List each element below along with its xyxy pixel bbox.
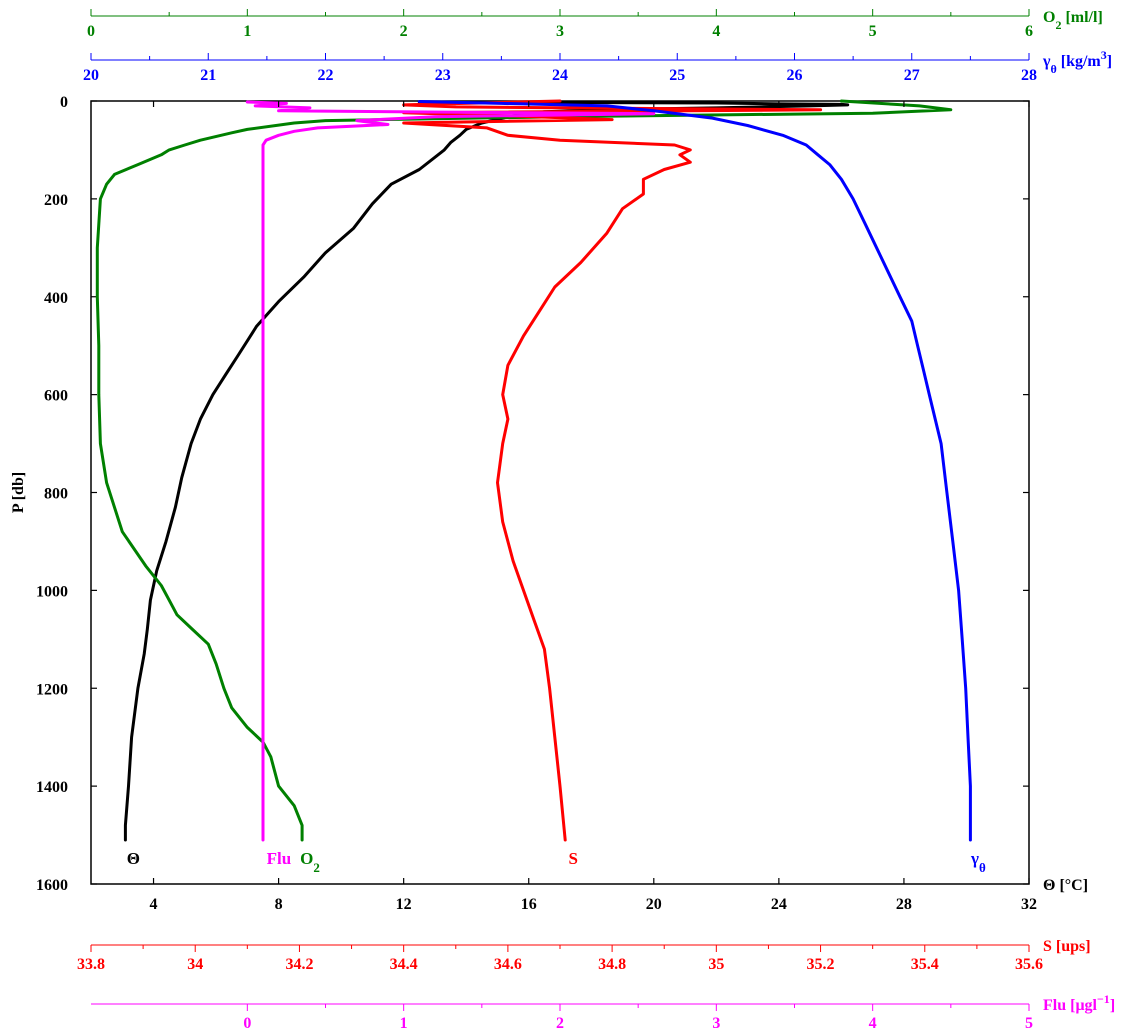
salinity-tick-label: 34: [187, 956, 203, 973]
y-tick-label: 1600: [36, 877, 68, 894]
theta-tick-label: 12: [396, 896, 412, 913]
density-curve-label: γθ: [970, 849, 986, 875]
theta-tick-label: 32: [1021, 896, 1037, 913]
oxygen-tick-label: 6: [1025, 23, 1033, 40]
plot-frame: [90, 100, 1030, 885]
y-tick-label: 1200: [36, 681, 68, 698]
salinity-tick-label: 35.2: [807, 956, 835, 973]
theta-tick-label: 16: [521, 896, 537, 913]
theta-tick-label: 4: [150, 896, 158, 913]
salinity-tick-label: 35.6: [1015, 956, 1043, 973]
oxygen-profile-line: [95, 99, 953, 842]
theta-tick-label: 8: [275, 896, 283, 913]
bottom-axes: 33.8 34 34.2 34.4 34.6 34.8 35 35.2 35.4 35.6S [u…: [77, 938, 1115, 1032]
theta-curve-label: Θ: [127, 849, 140, 868]
density-tick-label: 20: [83, 67, 99, 84]
fluorescence-profile-line: [245, 100, 656, 842]
theta-profile-line: [123, 100, 850, 842]
fluorescence-tick-label: 4: [869, 1015, 877, 1032]
y-tick-label: 400: [44, 290, 68, 307]
salinity-axis-label: S [ups]: [1043, 938, 1091, 955]
fluorescence-curve-label: Flu: [267, 849, 292, 868]
oxygen-tick-label: 4: [712, 23, 720, 40]
density-tick-label: 25: [669, 67, 685, 84]
density-tick-label: 24: [552, 67, 568, 84]
oxygen-tick-label: 5: [869, 23, 877, 40]
salinity-tick-label: 34.2: [285, 956, 313, 973]
density-tick-label: 22: [318, 67, 334, 84]
fluorescence-tick-label: 3: [712, 1015, 720, 1032]
theta-tick-label: 28: [896, 896, 912, 913]
salinity-tick-label: 35.4: [911, 956, 939, 973]
theta-axis: 4 8 12 16 20 24 28 32 Θ [°C]: [150, 101, 1088, 913]
theta-axis-label: Θ [°C]: [1043, 877, 1088, 894]
fluorescence-tick-label: 0: [243, 1015, 251, 1032]
salinity-tick-label: 34.4: [390, 956, 418, 973]
oxygen-curve-label: O2: [300, 849, 320, 875]
y-tick-label: 1400: [36, 779, 68, 796]
density-tick-label: 26: [787, 67, 803, 84]
salinity-tick-label: 35: [708, 956, 724, 973]
oxygen-tick-label: 1: [243, 23, 251, 40]
fluorescence-tick-label: 5: [1025, 1015, 1033, 1032]
density-axis-label: γθ [kg/m3]: [1042, 48, 1112, 76]
density-tick-label: 28: [1021, 67, 1037, 84]
density-tick-label: 21: [200, 67, 216, 84]
oxygen-tick-label: 0: [87, 23, 95, 40]
y-tick-label: 1000: [36, 583, 68, 600]
fluorescence-axis-label: Flu [μgl−1]: [1043, 992, 1115, 1014]
y-tick-label: 600: [44, 388, 68, 405]
oxygen-axis-label: O2 [ml/l]: [1043, 9, 1103, 32]
salinity-profile-line: [402, 99, 823, 842]
density-profile-line: [417, 100, 972, 842]
y-tick-label: 0: [60, 94, 68, 111]
y-tick-label: 800: [44, 486, 68, 503]
density-tick-label: 27: [904, 67, 920, 84]
salinity-curve-label: S: [568, 849, 577, 868]
salinity-tick-label: 34.8: [598, 956, 626, 973]
theta-tick-label: 24: [771, 896, 787, 913]
fluorescence-tick-label: 1: [400, 1015, 408, 1032]
salinity-tick-label: 34.6: [494, 956, 522, 973]
y-axis-label: P [db]: [10, 472, 27, 513]
series-layer: Θ O2 S Flu γθ: [95, 99, 986, 875]
oxygen-tick-label: 2: [400, 23, 408, 40]
fluorescence-tick-label: 2: [556, 1015, 564, 1032]
density-tick-label: 23: [435, 67, 451, 84]
y-tick-label: 200: [44, 192, 68, 209]
oxygen-tick-label: 3: [556, 23, 564, 40]
theta-tick-label: 20: [646, 896, 662, 913]
salinity-tick-label: 33.8: [77, 956, 105, 973]
pressure-axis: 0 200 400 600 800 1000 1200 1400 1600 P [db]: [10, 94, 1029, 894]
